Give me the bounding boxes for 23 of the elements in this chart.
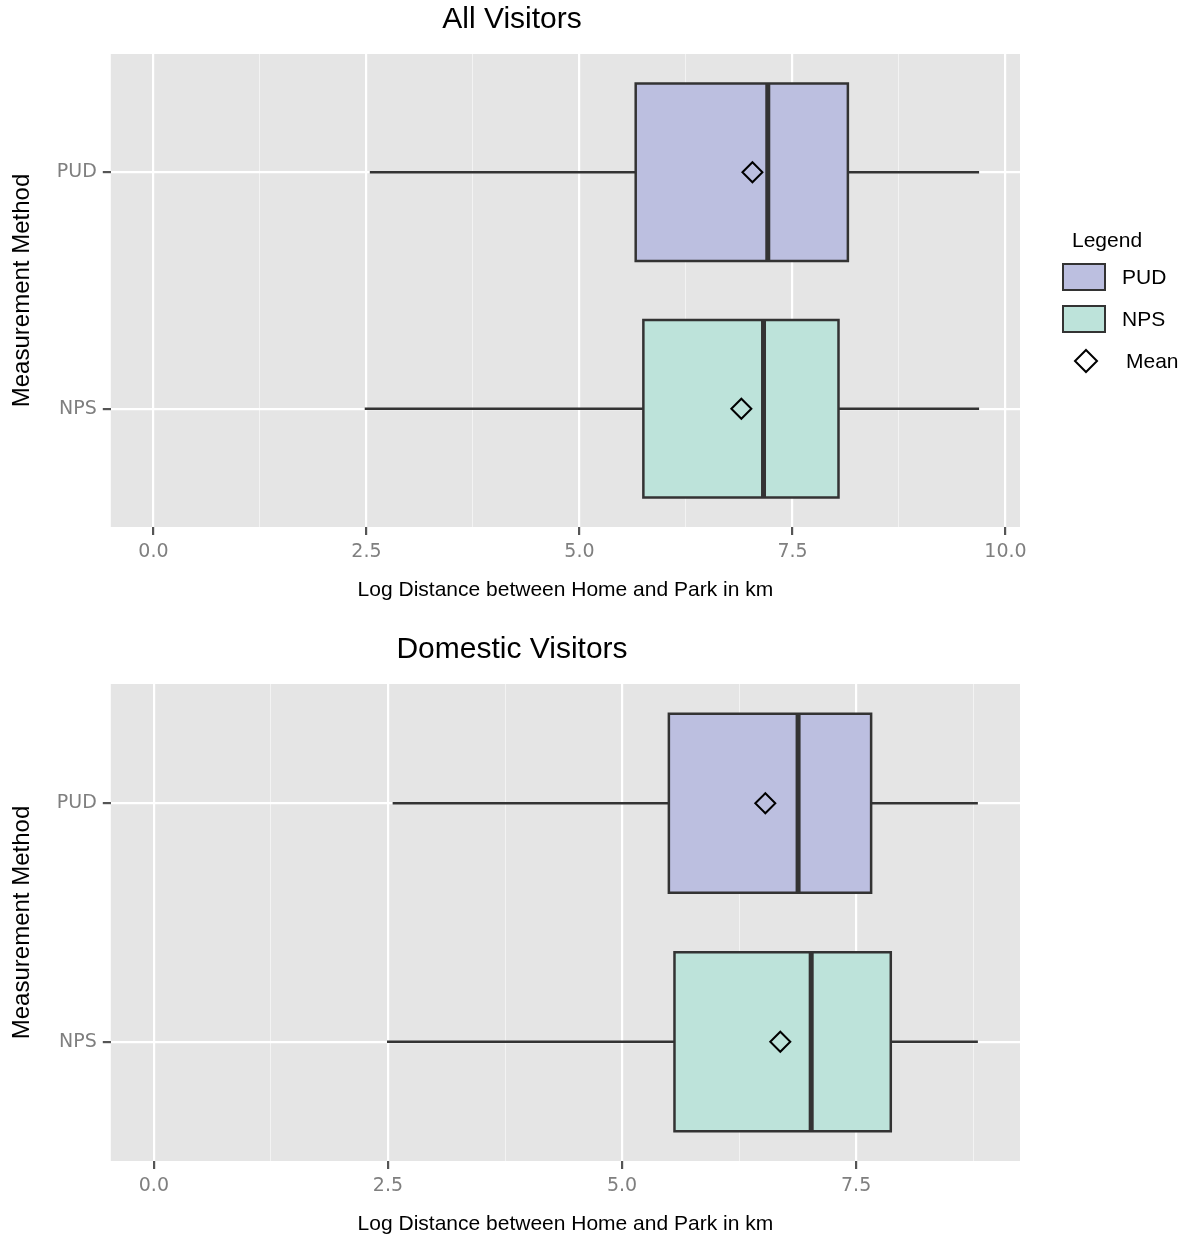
x-axis-title: Log Distance between Home and Park in km bbox=[357, 577, 774, 601]
y-axis-title: Measurement Method bbox=[7, 805, 35, 1040]
chart-title: All Visitors bbox=[442, 1, 582, 35]
legend-label: PUD bbox=[1122, 265, 1167, 289]
x-tick-label: 5.0 bbox=[606, 1173, 638, 1196]
x-tick-label: 2.5 bbox=[351, 539, 382, 562]
y-tick-label: PUD bbox=[56, 159, 97, 182]
x-tick-label: 2.5 bbox=[372, 1173, 404, 1196]
y-tick-label: PUD bbox=[56, 790, 97, 813]
legend-label: NPS bbox=[1122, 307, 1166, 331]
legend-label: Mean bbox=[1126, 349, 1179, 373]
x-tick-label: 0.0 bbox=[138, 1173, 169, 1196]
x-tick-label: 0.0 bbox=[138, 539, 169, 562]
x-tick-label: 5.0 bbox=[564, 539, 595, 562]
x-tick-label: 7.5 bbox=[841, 1173, 872, 1196]
x-tick-label: 10.0 bbox=[984, 539, 1027, 562]
legend-title: Legend bbox=[1072, 228, 1144, 252]
chart-title: Domestic Visitors bbox=[396, 631, 628, 665]
x-tick-label: 7.5 bbox=[777, 539, 808, 562]
x-axis-title: Log Distance between Home and Park in km bbox=[357, 1211, 774, 1235]
y-tick-label: NPS bbox=[59, 395, 97, 418]
y-axis-title: Measurement Method bbox=[7, 173, 35, 408]
y-tick-label: NPS bbox=[59, 1028, 97, 1051]
